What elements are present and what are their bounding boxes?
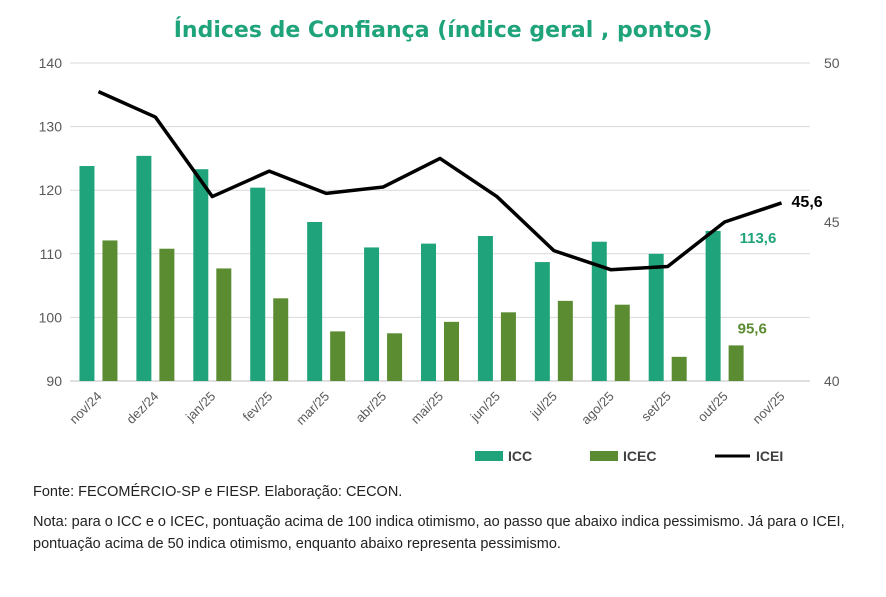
x-tick-label: mai/25 <box>408 389 446 427</box>
data-label-icei-last: 45,6 <box>792 194 823 211</box>
right-axis: 40 45 50 <box>824 55 840 389</box>
x-axis: nov/24 dez/24 jan/25 fev/25 mar/25 abr/25 mai/… <box>66 389 787 428</box>
data-labels: 113,6 95,6 45,6 <box>738 194 823 337</box>
left-tick-label: 110 <box>40 246 63 262</box>
bar-icec <box>614 304 630 381</box>
legend-label-icei: ICEI <box>756 448 783 464</box>
bar-icc <box>705 230 721 381</box>
bar-icc <box>477 235 493 381</box>
data-label-icec-last: 95,6 <box>738 320 767 337</box>
legend-label-icc: ICC <box>508 448 532 464</box>
x-tick-label: out/25 <box>695 389 731 425</box>
legend-swatch-icc <box>475 451 503 461</box>
bar-icec <box>671 356 687 381</box>
chart-title: Índices de Confiança (índice geral , pon… <box>174 17 713 43</box>
x-tick-label: set/25 <box>638 389 674 425</box>
bar-icc <box>193 169 209 381</box>
legend: ICC ICEC ICEI <box>475 448 783 464</box>
bar-icc <box>534 262 550 381</box>
bar-icec <box>216 268 232 381</box>
legend-swatch-icec <box>590 451 618 461</box>
left-tick-label: 120 <box>39 182 63 198</box>
icei-line-group <box>97 90 783 272</box>
bar-icc <box>307 222 323 381</box>
right-tick-label: 50 <box>824 55 840 71</box>
x-tick-label: jul/25 <box>527 389 560 422</box>
methodology-note: Nota: para o ICC e o ICEC, pontuação aci… <box>33 514 845 552</box>
x-tick-label: nov/24 <box>66 389 104 427</box>
bar-icec <box>557 300 573 381</box>
source-note: Fonte: FECOMÉRCIO-SP e FIESP. Elaboração… <box>33 484 403 500</box>
left-axis: 90 100 110 120 130 140 <box>39 55 63 389</box>
x-tick-label: jan/25 <box>182 389 218 425</box>
bar-icec <box>330 331 346 381</box>
bar-icec <box>102 240 118 381</box>
gridlines <box>70 62 810 382</box>
left-tick-label: 90 <box>46 373 62 389</box>
legend-label-icec: ICEC <box>623 448 656 464</box>
bar-icec <box>728 345 744 381</box>
bar-icc <box>136 155 152 381</box>
x-tick-label: nov/25 <box>749 389 787 427</box>
bar-icec <box>444 321 459 381</box>
right-tick-label: 40 <box>824 373 840 389</box>
bar-icec <box>500 312 516 381</box>
x-tick-label: mar/25 <box>293 389 332 428</box>
left-tick-label: 130 <box>39 119 63 135</box>
bars <box>79 155 744 381</box>
x-tick-label: ago/25 <box>578 389 617 428</box>
right-tick-label: 45 <box>824 214 840 230</box>
bar-icc <box>648 253 664 381</box>
left-tick-label: 100 <box>39 309 63 325</box>
data-label-icc-last: 113,6 <box>740 230 777 247</box>
x-tick-label: fev/25 <box>240 389 276 425</box>
x-tick-label: dez/24 <box>123 389 161 427</box>
confidence-chart: Índices de Confiança (índice geral , pon… <box>39 17 840 464</box>
bar-icec <box>159 248 175 381</box>
bar-icc <box>421 243 436 381</box>
x-tick-label: jun/25 <box>467 389 503 425</box>
x-tick-label: abr/25 <box>353 389 390 426</box>
bar-icc <box>591 241 607 381</box>
left-tick-label: 140 <box>39 55 63 71</box>
bar-icc <box>364 247 380 381</box>
bar-icc <box>79 166 95 381</box>
bar-icec <box>273 298 289 381</box>
icei-line <box>97 90 783 272</box>
bar-icc <box>250 187 266 381</box>
bar-icec <box>387 333 403 381</box>
